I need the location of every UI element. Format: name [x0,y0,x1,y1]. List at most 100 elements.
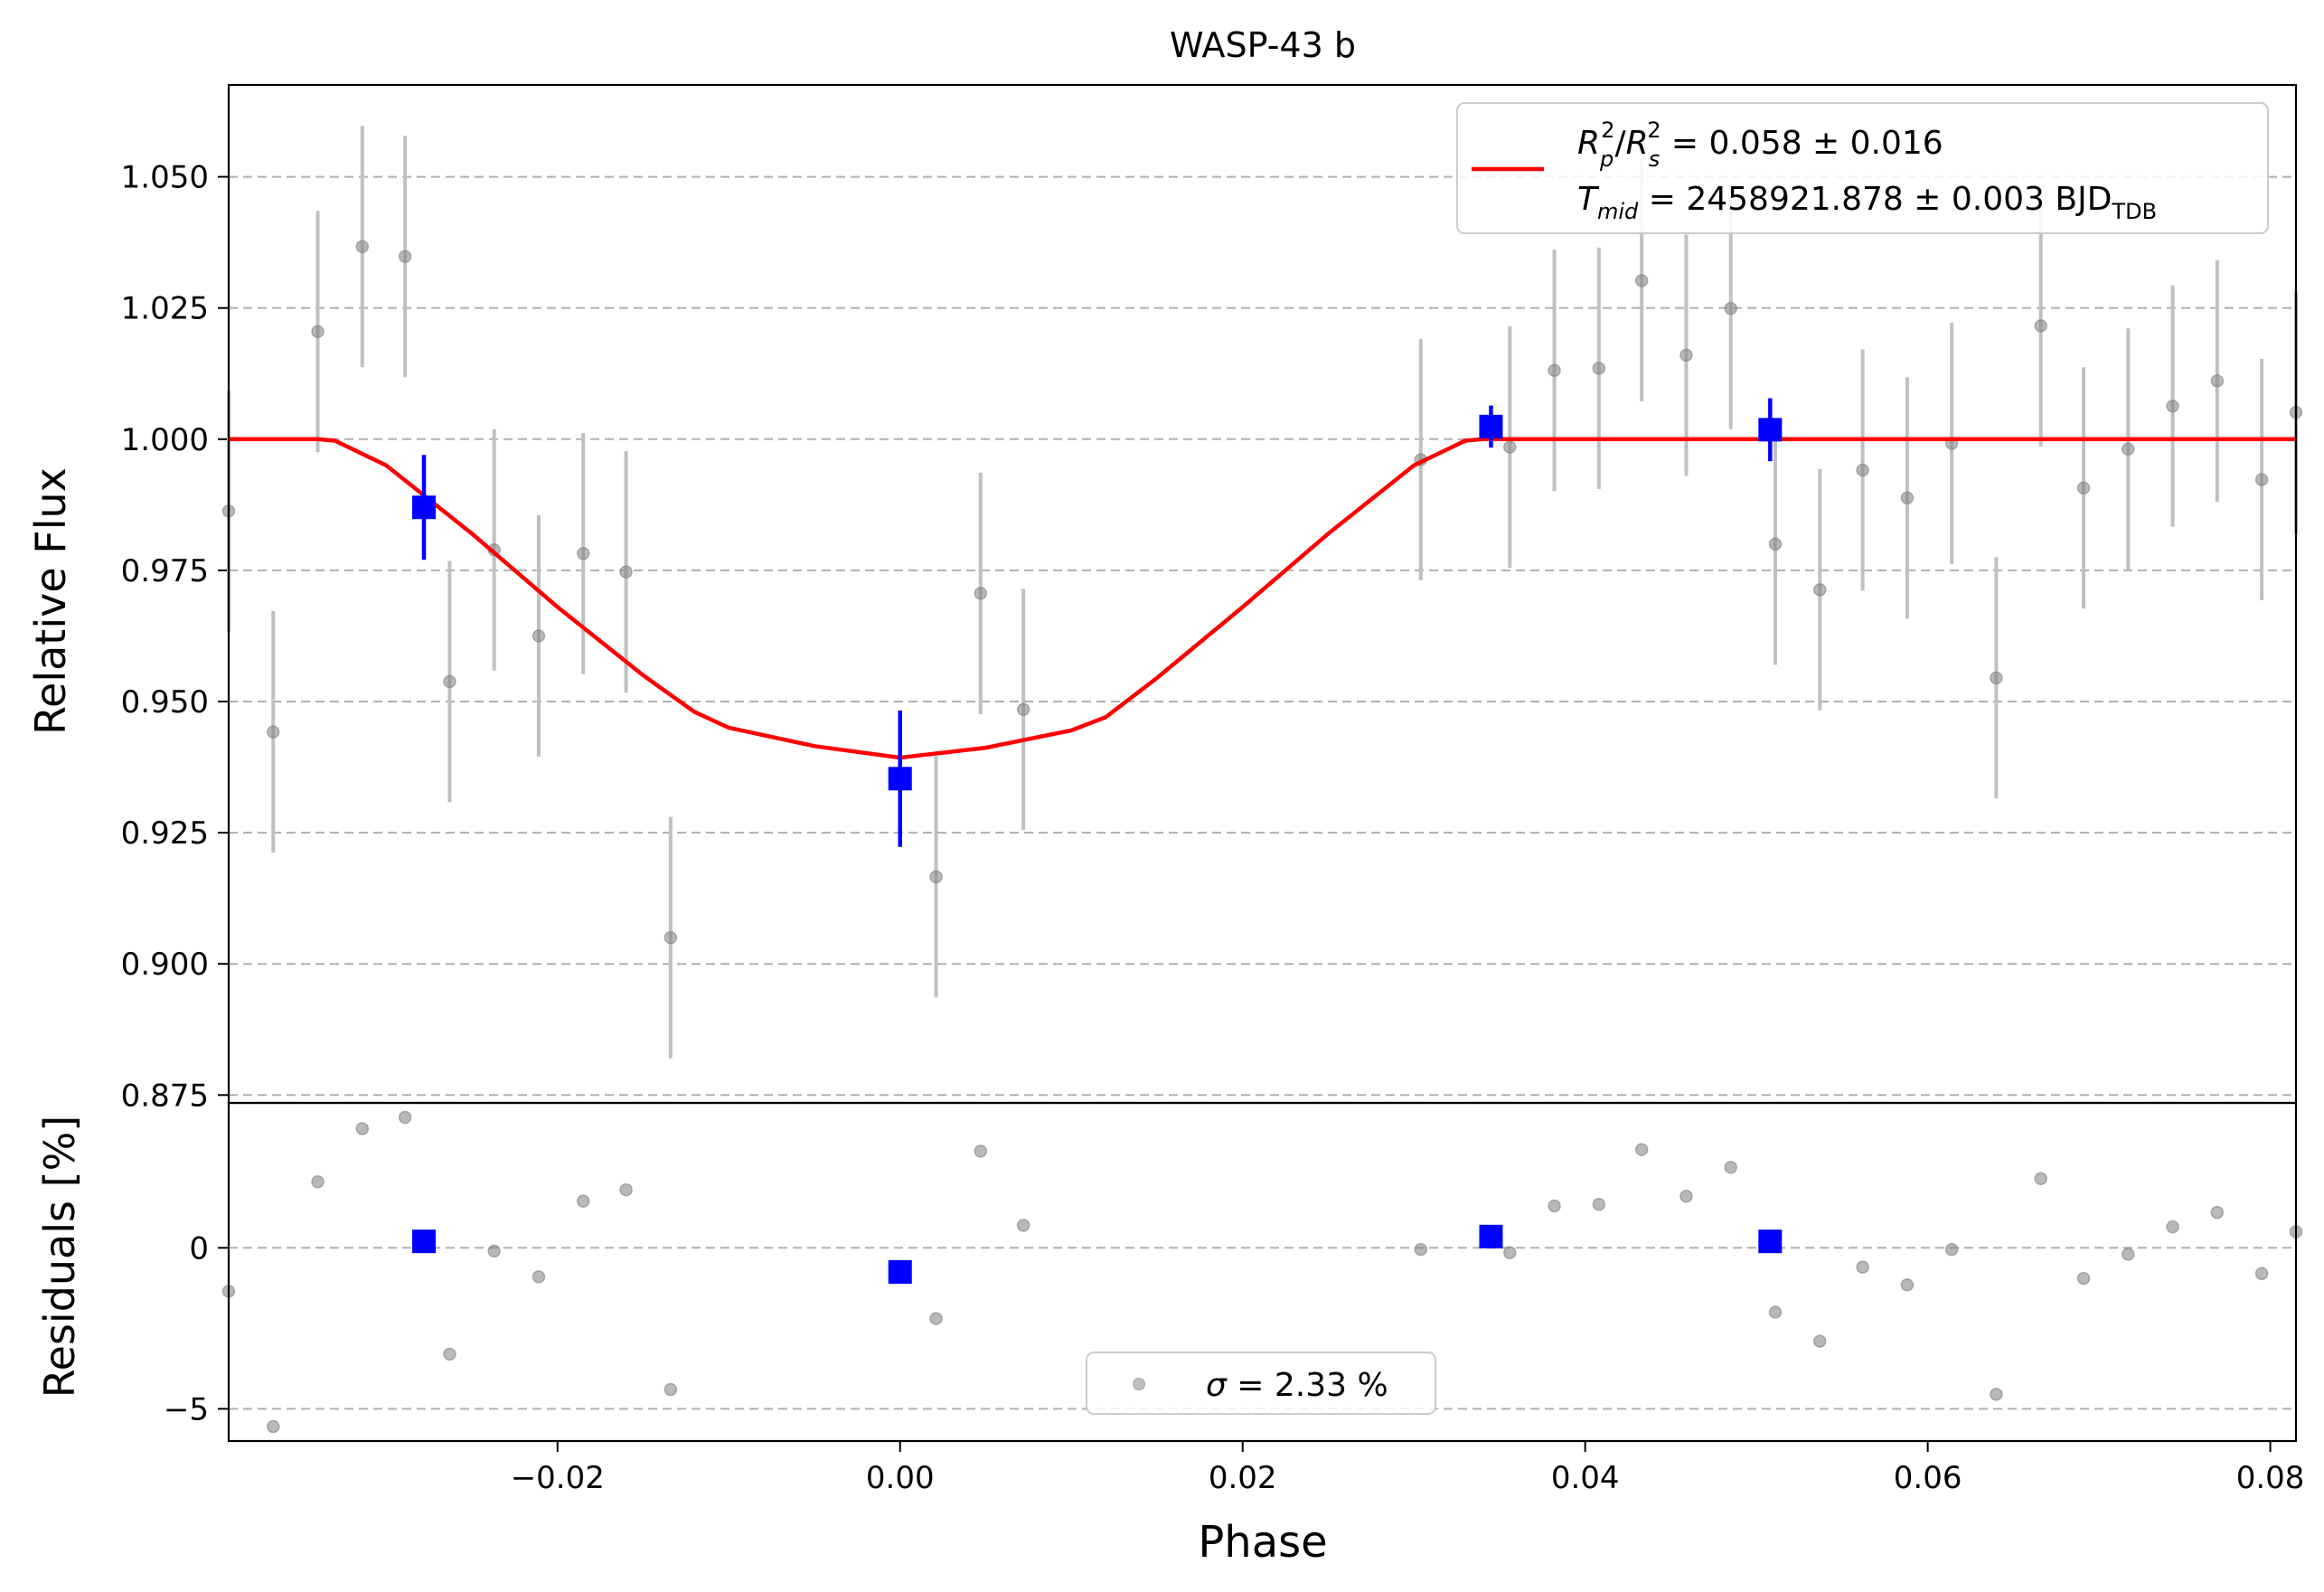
top-y-tick-label: 0.975 [121,553,209,589]
residual-point [1900,1277,1915,1292]
y-axis-label-bottom: Residuals [%] [35,1116,84,1398]
data-point [1634,274,1649,287]
bottom-y-tick-label: 0 [189,1230,209,1267]
residual-point [355,1122,370,1135]
residual-point [1944,1242,1959,1257]
residual-point [398,1110,412,1125]
top-y-axis-ticks: 0.875 0.900 0.925 0.950 0.975 1.000 1.025 1.050 [121,160,229,1114]
residual-point [974,1145,988,1158]
legend-residual-marker [1133,1378,1145,1390]
x-axis-label: Phase [1198,1517,1327,1568]
residual-point [2166,1220,2179,1234]
data-point [663,930,678,945]
residual-point [1724,1160,1737,1174]
data-point [2034,319,2047,333]
residual-point [576,1194,590,1208]
residual-point [1414,1242,1428,1257]
legend-sigma-text: σ = 2.33 % [1206,1367,1388,1404]
top-y-tick-label: 0.900 [121,947,209,983]
residual-point [663,1382,678,1397]
top-y-tick-label: 0.875 [121,1078,209,1114]
bottom-legend: σ = 2.33 % [1086,1352,1436,1415]
data-point [1592,362,1606,375]
residual-point [1856,1260,1869,1274]
bottom-legend-box [1086,1352,1436,1415]
residual-point [2122,1248,2135,1261]
binned-point [1479,414,1503,438]
residual-point [1679,1190,1693,1203]
data-point [1724,302,1737,316]
binned-residual-point [1479,1224,1503,1248]
residual-point [311,1175,325,1189]
top-y-tick-label: 1.050 [121,160,209,196]
binned-point [888,767,912,791]
data-point [355,240,370,254]
data-point [2210,374,2225,388]
data-point [2076,481,2091,495]
residual-point [1813,1334,1827,1348]
top-legend-box [1456,102,2269,234]
data-point [576,547,590,560]
residual-point [532,1270,546,1284]
x-tick-label: −0.02 [511,1460,605,1496]
data-point [1679,348,1693,363]
residual-point [619,1182,633,1197]
data-point [974,587,988,600]
top-binned-points [412,398,1783,847]
x-tick-label: 0.08 [2236,1460,2305,1496]
residual-point [1592,1197,1606,1211]
x-tick-label: 0.06 [1894,1460,1962,1496]
chart-title: WASP-43 b [1170,25,1356,65]
top-y-tick-label: 0.925 [121,815,209,852]
data-point [2122,442,2135,457]
binned-residual-point [412,1229,437,1254]
residual-point [1503,1246,1517,1259]
residual-point [2034,1172,2047,1185]
data-point [1016,702,1030,716]
bottom-data-points [221,1110,2303,1434]
residual-point [1990,1388,2003,1401]
data-point [311,325,325,339]
data-point [1503,440,1517,454]
residual-point [2076,1271,2091,1286]
residual-point [267,1419,280,1434]
data-point [1768,537,1783,551]
data-point [1900,491,1915,505]
binned-residual-point [888,1260,912,1284]
data-point [443,674,456,689]
residual-point [443,1347,456,1361]
residual-point [1548,1199,1561,1213]
legend-ratio-text: Rp2/Rs2 = 0.058 ± 0.016 [1577,118,1943,172]
data-point [1990,671,2003,685]
data-point [1813,583,1827,597]
y-axis-label-top: Relative Flux [26,467,75,735]
binned-residual-point [1758,1229,1783,1254]
residual-point [929,1312,943,1325]
data-point [398,250,412,264]
residual-point [2210,1205,2225,1220]
data-point [929,870,943,884]
x-axis-ticks: −0.02 0.00 0.02 0.04 0.06 0.08 [511,1441,2305,1496]
data-point [267,725,280,739]
data-point [2166,399,2179,413]
top-y-tick-label: 1.025 [121,291,209,327]
bottom-binned-points [412,1224,1783,1284]
x-tick-label: 0.04 [1551,1460,1620,1496]
x-tick-label: 0.00 [866,1460,935,1496]
residual-point [1016,1219,1030,1232]
data-point [532,629,546,643]
top-y-tick-label: 0.950 [121,684,209,721]
data-point [1548,363,1561,377]
data-point [2254,473,2269,486]
top-y-tick-label: 1.000 [121,422,209,458]
legend-tmid-text: Tmid = 2458921.878 ± 0.003 BJDTDB [1577,181,2157,224]
bottom-plot-frame [227,1101,2298,1443]
top-legend: Rp2/Rs2 = 0.058 ± 0.016 Tmid = 2458921.8… [1456,102,2269,234]
top-gridlines [229,175,2296,1097]
bottom-y-axis-ticks: −5 0 [164,1230,229,1427]
bottom-y-tick-label: −5 [164,1391,209,1427]
binned-point [1758,418,1783,442]
x-tick-label: 0.02 [1209,1460,1277,1496]
data-point [619,565,633,579]
